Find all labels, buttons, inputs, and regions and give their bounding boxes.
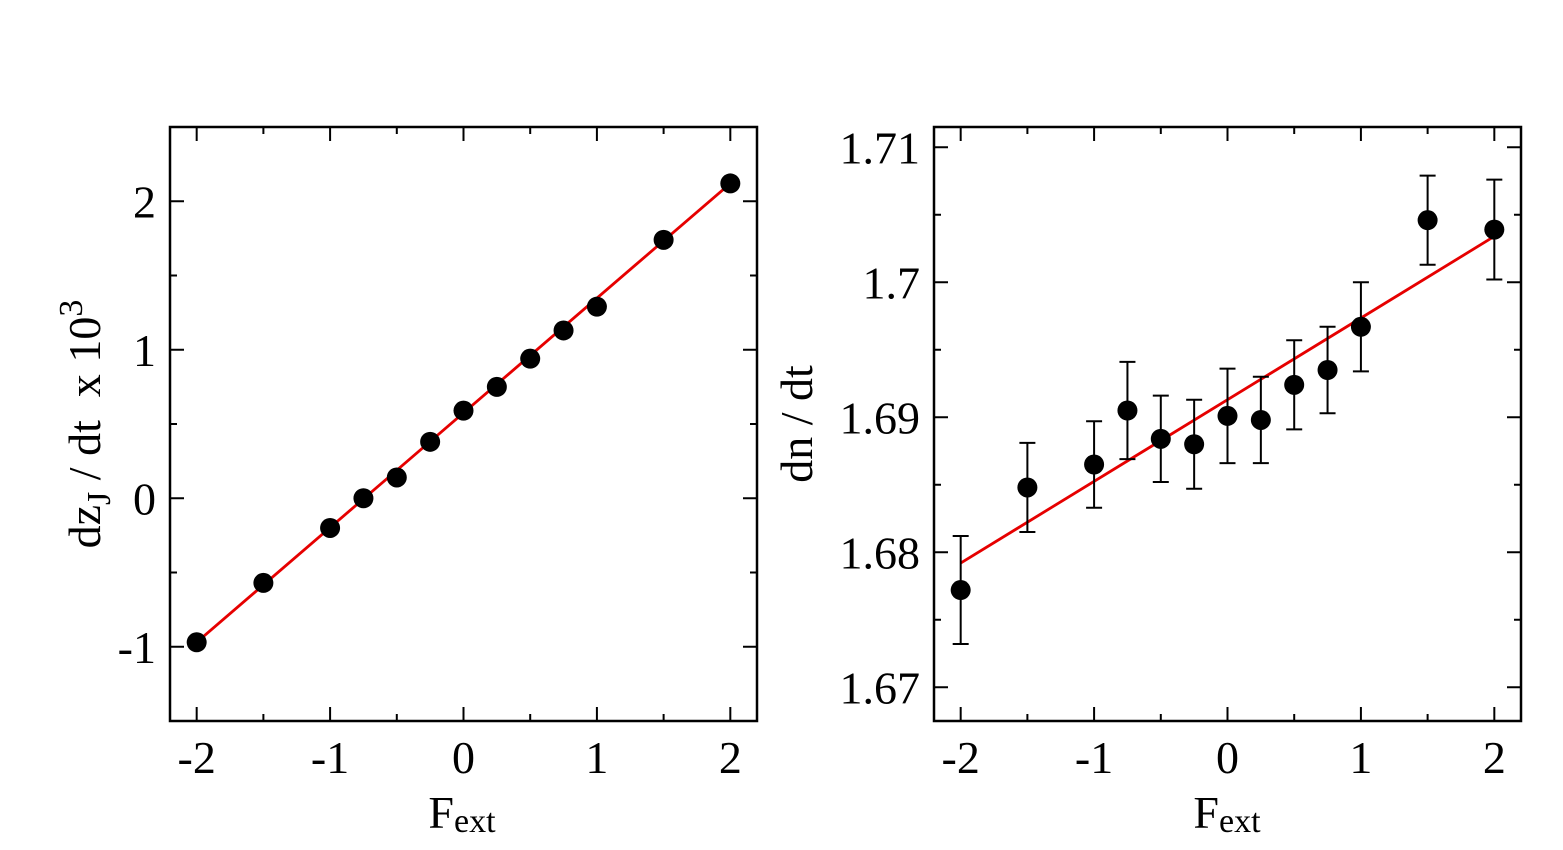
right-data-point <box>950 580 971 601</box>
right-y-tick-label: 1.69 <box>840 392 921 443</box>
right-data-point <box>1084 454 1105 475</box>
left-y-tick-label: -1 <box>118 622 156 673</box>
left-data-point <box>386 467 407 488</box>
right-x-label-main: F <box>1193 787 1219 838</box>
left-x-tick-label: 2 <box>719 732 742 783</box>
left-y-tick-label: 2 <box>133 176 156 227</box>
left-data-point <box>553 320 574 341</box>
left-data-point <box>653 229 674 250</box>
left-y-label-main: dz <box>59 505 110 548</box>
left-data-point <box>720 173 741 194</box>
left-y-label-tail: / dt x 10 <box>59 317 110 492</box>
left-data-point <box>320 517 341 538</box>
right-data-point <box>1184 434 1205 455</box>
right-x-tick-label: 0 <box>1216 732 1239 783</box>
right-data-point <box>1217 405 1238 426</box>
left-x-axis-label: Fext <box>428 787 496 840</box>
left-y-tick-label: 0 <box>133 473 156 524</box>
right-y-tick-label: 1.67 <box>840 662 921 713</box>
left-y-axis-label: dzJ / dt x 103 <box>53 300 118 549</box>
left-data-point <box>586 296 607 317</box>
left-data-point <box>520 348 541 369</box>
right-x-tick-label: 1 <box>1349 732 1372 783</box>
left-data-point <box>453 400 474 421</box>
right-data-point <box>1284 374 1305 395</box>
right-y-tick-label: 1.7 <box>863 257 921 308</box>
right-x-axis-label: Fext <box>1193 787 1261 840</box>
left-y-label-sub: J <box>81 492 118 505</box>
right-x-tick-label: -1 <box>1075 732 1113 783</box>
right-x-tick-label: -2 <box>942 732 980 783</box>
right-y-tick-label: 1.71 <box>840 122 921 173</box>
left-data-point <box>353 488 374 509</box>
left-data-point <box>253 572 274 593</box>
right-x-tick-label: 2 <box>1483 732 1506 783</box>
left-y-label-sup: 3 <box>53 300 90 317</box>
left-x-label-sub: ext <box>454 803 496 840</box>
right-data-point <box>1150 428 1171 449</box>
right-data-point <box>1317 360 1338 380</box>
left-x-label-main: F <box>428 787 454 838</box>
right-x-label-sub: ext <box>1219 803 1261 840</box>
right-y-axis-label: dn / dt <box>771 365 822 483</box>
left-x-tick-label: -1 <box>311 732 349 783</box>
right-data-point <box>1117 400 1138 421</box>
left-data-point <box>186 632 207 653</box>
left-y-tick-label: 1 <box>133 325 156 376</box>
right-data-point <box>1250 409 1271 430</box>
left-data-point <box>486 376 507 397</box>
left-panel: -2 -1 0 1 2 -1 0 1 2 <box>118 125 759 783</box>
left-x-tick-label: 0 <box>452 732 475 783</box>
right-y-tick-label: 1.68 <box>840 527 921 578</box>
left-x-tick-label: 1 <box>585 732 608 783</box>
right-panel: -2 -1 0 1 2 1.67 1.68 1.69 1.7 1.71 <box>840 122 1523 783</box>
right-data-point <box>1484 219 1505 240</box>
right-data-point <box>1417 210 1438 231</box>
right-data-point <box>1017 477 1038 498</box>
left-plot-frame <box>168 125 759 723</box>
left-data-point <box>420 431 441 452</box>
left-x-tick-label: -2 <box>178 732 216 783</box>
right-data-point <box>1350 316 1371 337</box>
